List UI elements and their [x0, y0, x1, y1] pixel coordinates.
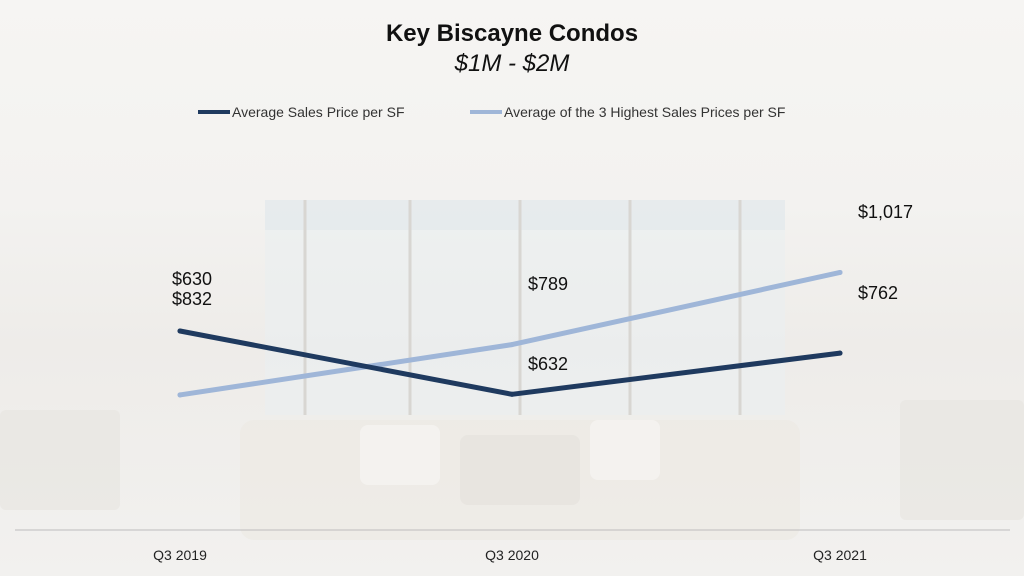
data-label-series-2: $630: [172, 269, 212, 289]
legend: Average Sales Price per SF Average of th…: [0, 104, 1024, 124]
data-label-series-2: $789: [528, 274, 568, 294]
x-tick-label: Q3 2019: [153, 547, 207, 563]
data-label-series-2: $1,017: [858, 202, 913, 222]
series-2-point: [837, 269, 843, 275]
legend-label-series-2: Average of the 3 Highest Sales Prices pe…: [504, 104, 786, 120]
chart-title: Key Biscayne Condos: [385, 20, 639, 47]
x-tick-label: Q3 2021: [813, 547, 867, 563]
series-2-point: [177, 392, 183, 398]
x-tick-label: Q3 2020: [485, 547, 539, 563]
legend-item-series-1: Average Sales Price per SF: [198, 104, 405, 120]
legend-label-series-1: Average Sales Price per SF: [232, 104, 405, 120]
data-label-series-1: $762: [858, 283, 898, 303]
legend-item-series-2: Average of the 3 Highest Sales Prices pe…: [470, 104, 785, 120]
series-1-point: [177, 328, 183, 334]
legend-swatch-series-1: [198, 110, 230, 114]
series-line-2: [177, 269, 843, 398]
series-1-point: [509, 391, 515, 397]
chart-subtitle: $1M - $2M: [454, 50, 570, 77]
legend-swatch-series-2: [470, 110, 502, 114]
series-line-1: [177, 328, 843, 397]
series-2-point: [509, 342, 515, 348]
data-label-series-1: $632: [528, 354, 568, 374]
data-label-series-1: $832: [172, 289, 212, 309]
series-1-point: [837, 350, 843, 356]
